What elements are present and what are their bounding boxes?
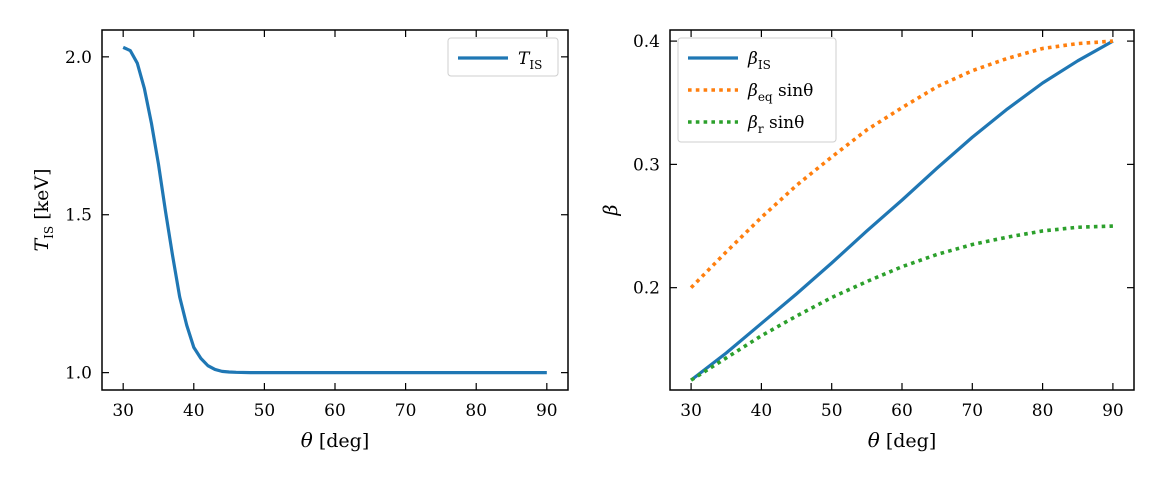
right-series-line-0 <box>690 39 1114 382</box>
left-legend-label: TIS <box>518 49 542 72</box>
left-xtick-label: 30 <box>112 401 134 421</box>
left-ytick-label: 1.5 <box>65 206 92 226</box>
right-xtick-label: 40 <box>751 401 773 421</box>
left-axes-frame <box>101 29 569 391</box>
left-xtick-label: 40 <box>183 401 205 421</box>
left-ylabel: TIS [keV] <box>31 169 56 252</box>
right-xtick-label: 70 <box>961 401 983 421</box>
left-xtick-label: 50 <box>254 401 276 421</box>
left-xtick-label: 60 <box>324 401 346 421</box>
right-xtick-label: 60 <box>891 401 913 421</box>
right-legend-label-beta-is: βIS <box>747 49 771 72</box>
left-ytick-label: 1.0 <box>65 364 92 384</box>
left-legend: TIS <box>447 37 559 77</box>
right-legend-label-beta-eq: βeq sinθ <box>747 81 813 104</box>
right-series-lines <box>689 39 1114 382</box>
right-series-line-1 <box>689 39 1114 289</box>
right-xtick-label: 90 <box>1102 401 1124 421</box>
right-ytick-label: 0.3 <box>633 155 660 175</box>
right-series-line-2 <box>690 224 1113 382</box>
right-ticks: 30 40 50 60 70 80 90 0.2 0.3 0.4 <box>633 30 1134 421</box>
left-xtick-label: 90 <box>536 401 558 421</box>
right-ylabel: β <box>600 204 622 216</box>
right-legend-frame <box>677 37 837 143</box>
left-xtick-label: 80 <box>465 401 487 421</box>
right-xtick-label: 80 <box>1032 401 1054 421</box>
left-xlabel: θ [deg] <box>301 428 369 452</box>
left-xtick-label: 70 <box>395 401 417 421</box>
left-series-line-0 <box>122 45 547 375</box>
left-series-lines <box>122 45 547 375</box>
right-legend-label-beta-r: βr sinθ <box>747 113 804 136</box>
left-panel: 30 40 50 60 70 80 90 1.0 1.5 2.0 θ [deg] TIS [keV… <box>31 29 569 452</box>
right-xtick-label: 50 <box>821 401 843 421</box>
right-ytick-label: 0.2 <box>633 279 660 299</box>
right-xlabel: θ [deg] <box>868 428 936 452</box>
right-legend: βIS βeq sinθ βr sinθ <box>677 37 837 143</box>
left-ytick-label: 2.0 <box>65 48 92 68</box>
right-panel: 30 40 50 60 70 80 90 0.2 0.3 0.4 θ [deg] β βIS βe… <box>600 29 1135 452</box>
left-ticks: 30 40 50 60 70 80 90 1.0 1.5 2.0 <box>65 30 568 421</box>
right-ytick-label: 0.4 <box>633 32 660 52</box>
right-xtick-label: 30 <box>680 401 702 421</box>
